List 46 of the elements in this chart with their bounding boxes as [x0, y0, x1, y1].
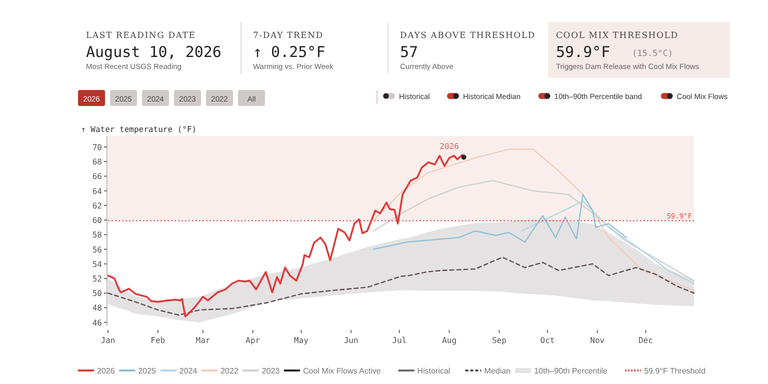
- x-tick-label: Nov: [590, 336, 605, 345]
- x-tick-label: Feb: [150, 336, 166, 345]
- text: (15.5°C): [632, 49, 673, 59]
- text: ↑ 0.25°F: [253, 43, 326, 61]
- legend-label: 2025: [138, 366, 157, 376]
- legend-label: Median: [484, 366, 511, 376]
- y-tick-label: 60: [92, 216, 102, 226]
- text: 7-DAY TREND: [253, 31, 324, 41]
- x-tick-label: May: [294, 336, 309, 345]
- y-tick-label: 64: [92, 186, 102, 196]
- text: August 10, 2026: [86, 43, 222, 61]
- text: 59.9°F Threshold: [644, 366, 706, 376]
- y-tick-label: 68: [92, 158, 102, 167]
- y-tick-label: 66: [92, 172, 102, 182]
- y-tick-label: 54: [92, 260, 102, 269]
- text: Cool Mix Flows Active: [303, 366, 382, 376]
- legend-label: 2024: [179, 366, 198, 376]
- text: LAST READING DATE: [86, 31, 196, 41]
- legend-label: 2026: [97, 366, 116, 376]
- y-axis-title: ↑ Water temperature (°F): [81, 125, 197, 134]
- x-tick-label: Dec: [638, 336, 654, 345]
- x-tick-label: Sep: [492, 336, 507, 345]
- text: 10th–90th Percentile: [534, 366, 608, 376]
- x-tick-label: Jun: [344, 336, 358, 345]
- y-tick-label: 58: [92, 230, 102, 240]
- x-tick-label: Oct: [540, 336, 555, 345]
- text: 57: [400, 43, 418, 61]
- legend-label: 2023: [262, 366, 280, 376]
- x-tick-label: Aug: [442, 336, 457, 345]
- y-tick-label: 46: [92, 318, 102, 328]
- annotation: 2026: [440, 142, 460, 152]
- y-tick-label: 56: [92, 245, 102, 254]
- legend-label: 2022: [220, 366, 239, 376]
- y-tick-label: 48: [92, 304, 102, 313]
- y-tick-label: 52: [92, 274, 102, 284]
- x-tick-label: Jan: [100, 336, 116, 345]
- y-tick-label: 62: [92, 201, 102, 210]
- text: COOL MIX THRESHOLD: [556, 31, 678, 41]
- x-tick-label: Mar: [196, 336, 210, 345]
- text: DAYS ABOVE THRESHOLD: [400, 31, 536, 41]
- text: 59.9°F: [556, 43, 610, 61]
- text: Historical: [417, 366, 450, 376]
- y-tick-label: 70: [92, 142, 102, 152]
- x-tick-label: Jul: [392, 336, 407, 345]
- y-tick-label: 50: [92, 289, 102, 298]
- x-tick-label: Apr: [246, 336, 260, 345]
